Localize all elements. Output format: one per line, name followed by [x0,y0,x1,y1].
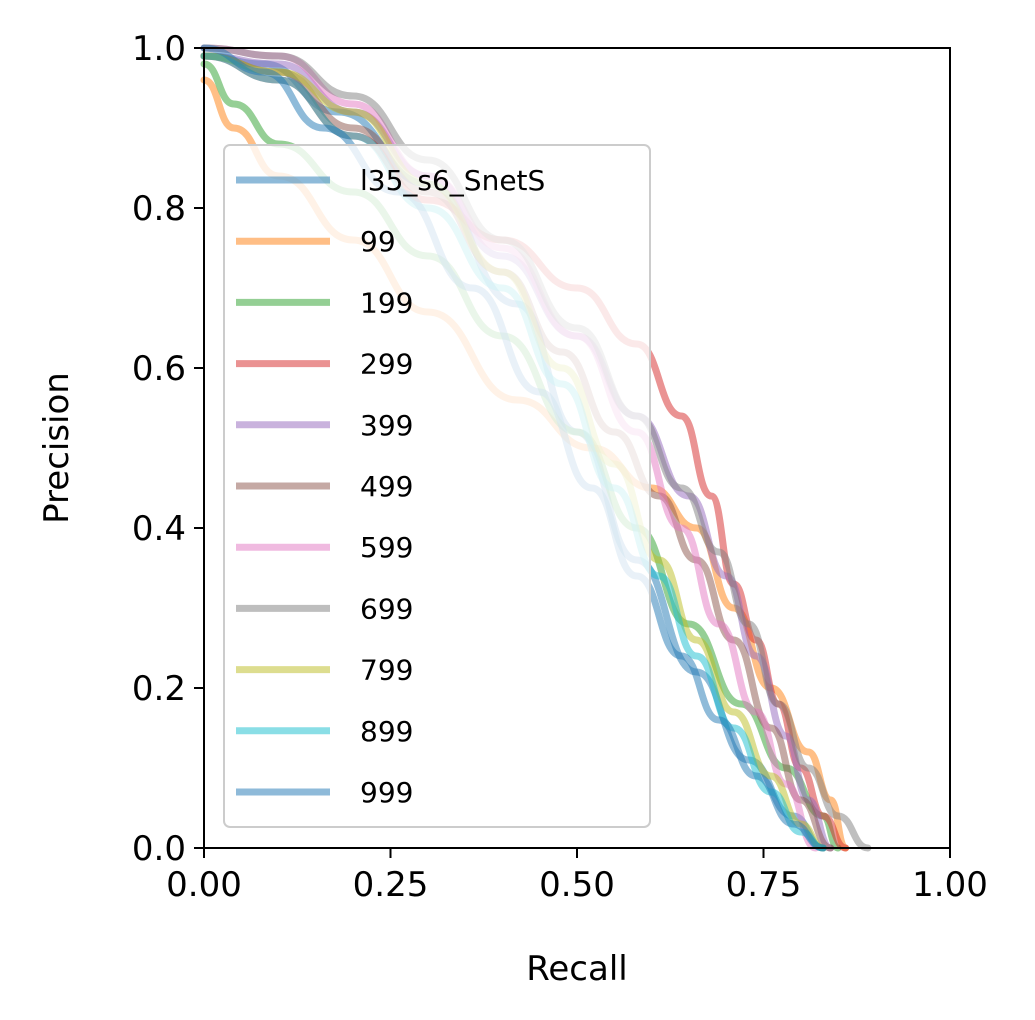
legend-box [223,144,651,828]
legend-label: 699 [360,592,413,625]
legend-label: 499 [360,470,413,503]
x-tick-label: 0.50 [539,865,615,905]
y-tick-label: 1.0 [132,29,186,69]
y-tick-label: 0.2 [132,669,186,709]
legend-label: 599 [360,531,413,564]
legend: l35_s6_SnetS 99 199 299 399 499 599 699 799 899 99… [223,144,651,828]
x-axis: 0.00 0.25 0.50 0.75 1.00 [166,848,988,905]
legend-label: 799 [360,654,413,687]
x-tick-label: 0.75 [726,865,802,905]
y-tick-label: 0.4 [132,509,186,549]
y-tick-label: 0.8 [132,189,186,229]
legend-label: 899 [360,715,413,748]
legend-label: 299 [360,348,413,381]
legend-label: 399 [360,409,413,442]
x-axis-label: Recall [526,949,627,989]
y-tick-label: 0.0 [132,829,186,869]
legend-label: l35_s6_SnetS [360,164,545,197]
y-axis-label: Precision [37,372,77,524]
x-tick-label: 0.25 [353,865,429,905]
y-axis: 0.0 0.2 0.4 0.6 0.8 1.0 [132,29,204,869]
y-tick-label: 0.6 [132,349,186,389]
x-tick-label: 1.00 [912,865,988,905]
legend-label: 199 [360,286,413,319]
x-tick-label: 0.00 [166,865,242,905]
legend-label: 999 [360,776,413,809]
legend-label: 99 [360,225,396,258]
